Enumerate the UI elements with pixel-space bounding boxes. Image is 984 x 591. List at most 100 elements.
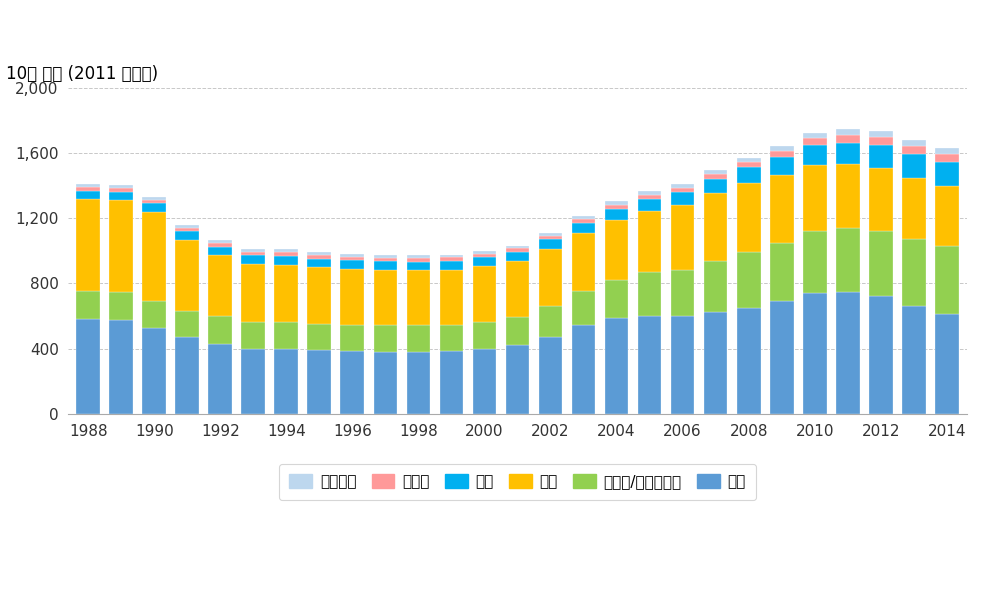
Bar xyxy=(209,243,232,246)
Bar xyxy=(241,255,266,264)
Bar xyxy=(209,246,232,255)
Bar xyxy=(406,262,430,271)
Bar xyxy=(835,129,860,135)
Bar xyxy=(803,133,827,138)
Bar xyxy=(704,174,727,179)
Bar xyxy=(737,167,761,183)
Bar xyxy=(572,291,595,325)
Bar xyxy=(769,243,793,301)
Bar xyxy=(209,240,232,243)
Bar xyxy=(275,349,298,414)
Bar xyxy=(572,219,595,223)
Bar xyxy=(869,131,892,137)
Bar xyxy=(109,188,133,191)
Bar xyxy=(835,229,860,293)
Bar xyxy=(604,220,629,280)
Bar xyxy=(638,194,661,199)
Bar xyxy=(869,137,892,145)
Bar xyxy=(869,145,892,168)
Bar xyxy=(803,293,827,414)
Bar xyxy=(109,185,133,188)
Bar xyxy=(241,252,266,255)
Bar xyxy=(340,351,364,414)
Bar xyxy=(671,187,695,192)
Bar xyxy=(307,267,332,324)
Bar xyxy=(538,249,563,306)
Bar xyxy=(307,324,332,350)
Bar xyxy=(704,170,727,174)
Bar xyxy=(704,193,727,261)
Bar xyxy=(109,320,133,414)
Bar xyxy=(406,271,430,326)
Text: 10억 달러 (2011 불변가): 10억 달러 (2011 불변가) xyxy=(6,66,157,83)
Legend: 아프리카, 중남미, 중동, 유럽, 아시아/오세아니아, 북미: 아프리카, 중남미, 중동, 유럽, 아시아/오세아니아, 북미 xyxy=(278,463,757,500)
Bar xyxy=(241,249,266,252)
Bar xyxy=(143,328,166,414)
Bar xyxy=(406,258,430,262)
Bar xyxy=(440,258,463,261)
Bar xyxy=(143,301,166,328)
Bar xyxy=(538,337,563,414)
Bar xyxy=(538,236,563,239)
Bar xyxy=(275,256,298,265)
Bar xyxy=(935,246,958,314)
Bar xyxy=(440,255,463,258)
Bar xyxy=(77,187,100,191)
Bar xyxy=(340,269,364,324)
Bar xyxy=(835,164,860,229)
Bar xyxy=(340,256,364,261)
Bar xyxy=(835,293,860,414)
Bar xyxy=(538,233,563,236)
Bar xyxy=(506,345,529,414)
Bar xyxy=(835,143,860,164)
Bar xyxy=(374,255,398,258)
Bar xyxy=(671,192,695,205)
Bar xyxy=(737,252,761,308)
Bar xyxy=(638,199,661,211)
Bar xyxy=(77,319,100,414)
Bar xyxy=(374,326,398,352)
Bar xyxy=(374,261,398,270)
Bar xyxy=(175,228,199,232)
Bar xyxy=(572,325,595,414)
Bar xyxy=(538,306,563,337)
Bar xyxy=(440,269,463,324)
Bar xyxy=(307,252,332,255)
Bar xyxy=(175,232,199,240)
Bar xyxy=(935,314,958,414)
Bar xyxy=(175,225,199,228)
Bar xyxy=(440,324,463,351)
Bar xyxy=(143,212,166,301)
Bar xyxy=(374,352,398,414)
Bar xyxy=(604,204,629,209)
Bar xyxy=(638,211,661,272)
Bar xyxy=(671,184,695,187)
Bar xyxy=(506,246,529,248)
Bar xyxy=(340,324,364,351)
Bar xyxy=(506,252,529,261)
Bar xyxy=(935,148,958,154)
Bar xyxy=(77,191,100,199)
Bar xyxy=(902,146,926,154)
Bar xyxy=(143,200,166,203)
Bar xyxy=(737,162,761,167)
Bar xyxy=(209,344,232,414)
Bar xyxy=(604,319,629,414)
Bar xyxy=(902,306,926,414)
Bar xyxy=(175,311,199,337)
Bar xyxy=(143,203,166,212)
Bar xyxy=(572,216,595,219)
Bar xyxy=(109,200,133,291)
Bar xyxy=(538,239,563,249)
Bar xyxy=(175,240,199,311)
Bar xyxy=(769,146,793,151)
Bar xyxy=(638,191,661,194)
Bar xyxy=(902,177,926,239)
Bar xyxy=(406,255,430,258)
Bar xyxy=(935,186,958,246)
Bar xyxy=(671,269,695,316)
Bar xyxy=(803,145,827,164)
Bar xyxy=(340,254,364,256)
Bar xyxy=(472,349,496,414)
Bar xyxy=(109,191,133,200)
